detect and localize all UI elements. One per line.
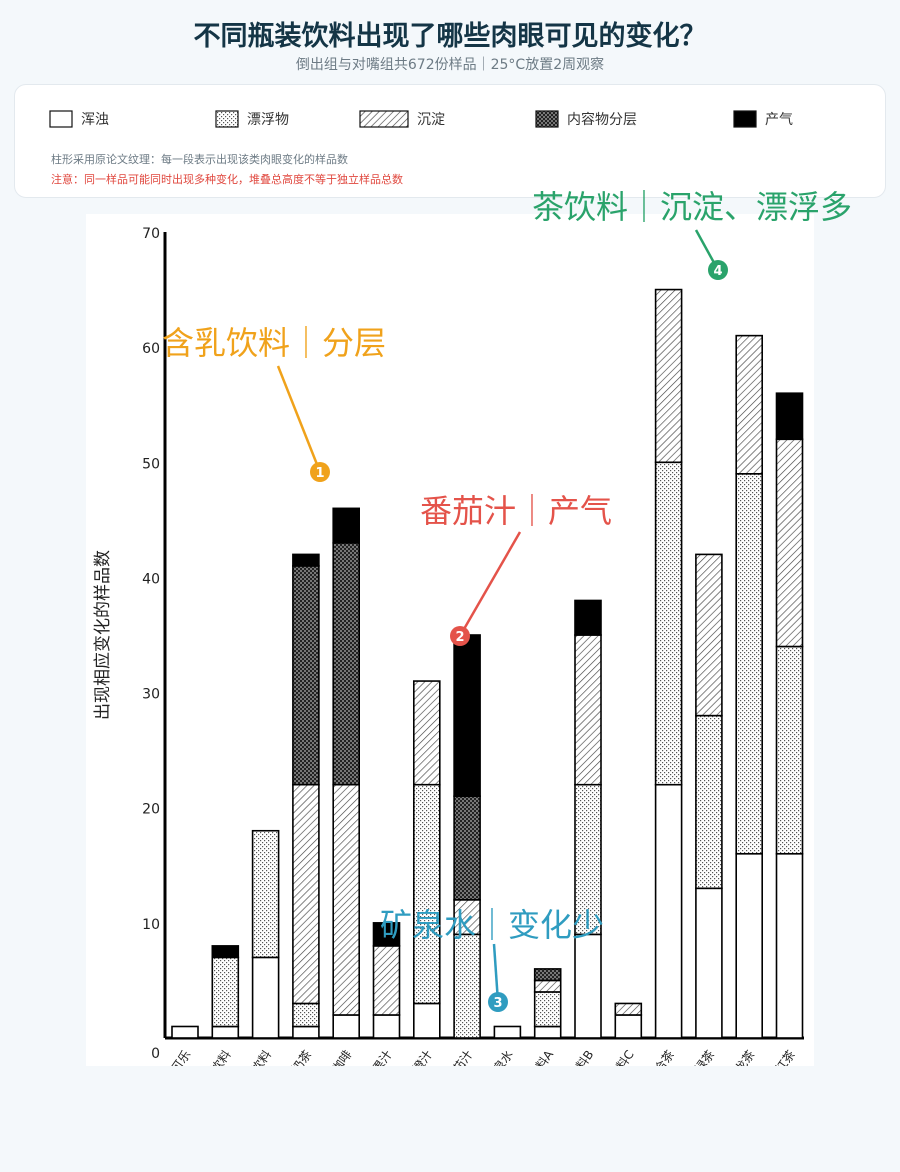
bar-segment [372,1014,401,1039]
legend-item-turbid: 浑浊 [49,109,109,129]
legend-warning: 注意：同一样品可能同时出现多种变化，堆叠总高度不等于独立样品总数 [51,173,403,186]
bar-segment [412,680,441,786]
bar-segment [412,783,441,1005]
bar-segment [695,553,723,717]
y-tick-label: 50 [142,456,160,472]
x-tick-label: 橙汁 [409,1047,435,1066]
bar-segment [735,852,764,1039]
bar-segment [412,1002,441,1039]
bar-segment [614,1002,643,1016]
bar-segment [533,991,562,1028]
annotation-water: 矿泉水｜变化少 [380,906,605,944]
x-tick-label: 可乐 [168,1048,193,1066]
turbid-swatch-icon [49,110,73,128]
annotation-milk: 含乳饮料｜分层 [162,324,387,362]
gas-swatch-icon [733,110,757,128]
x-tick-label: 运动饮料C [593,1048,637,1066]
x-tick-label: 运动饮料B [553,1048,597,1066]
y-tick-label: 30 [142,687,160,703]
legend-label: 漂浮物 [247,112,289,128]
x-tick-label: 矿泉水 [484,1048,516,1066]
bar-segment [493,1025,522,1039]
bar-segment [292,553,320,567]
annotation-tea: 茶饮料｜沉淀、漂浮多 [532,188,853,226]
bar-segment [654,288,683,464]
chart-subtitle: 倒出组与对嘴组共672份样品｜25°C放置2周观察 [295,57,605,73]
x-tick-label: 奶咖啡 [322,1047,355,1066]
bar-segment [775,392,804,441]
bar-segment [453,634,481,797]
x-tick-label: 运动饮料A [512,1047,556,1066]
legend-label: 浑浊 [81,112,109,128]
bar-segment [332,1014,360,1039]
bar-segment [372,922,401,947]
x-tick-label: 奶茶 [288,1047,314,1066]
bar-segment [533,1025,562,1039]
y-tick-label: 40 [142,571,160,587]
bar-segment [775,438,804,648]
legend-item-floating: 漂浮物 [215,109,289,129]
legend-label: 产气 [765,112,793,128]
y-tick-label: 60 [142,341,160,357]
bar-segment [775,852,804,1039]
bar-segment [574,599,602,636]
bar-segment [533,979,562,993]
bar-segment [292,1002,320,1028]
floating-swatch-icon [215,110,239,128]
bar-segment [211,1025,240,1039]
bar-segment [292,565,320,786]
x-tick-label: 混合茶 [644,1047,677,1066]
bar-segment [654,461,683,786]
bar-segment [332,783,360,1016]
bar-segment [614,1014,643,1039]
y-tick-label: 0 [151,1046,160,1062]
sediment-swatch-icon [359,110,409,128]
y-tick-label: 70 [142,226,160,242]
x-tick-label: 乌龙茶 [725,1047,758,1066]
bar-segment [574,783,602,936]
legend-card: 浑浊 漂浮物 沉淀 内容物分层 产气 柱形采用原论文纹理：每一段表示出现该类肉眼… [14,84,886,198]
y-tick-label: 10 [142,917,160,933]
bar-segment [332,542,360,786]
legend-label: 沉淀 [417,112,445,128]
legend-item-layering: 内容物分层 [535,109,637,129]
bar-segment [453,933,481,1039]
bar-segment [735,334,764,475]
legend-item-sediment: 沉淀 [359,109,445,129]
legend-label: 内容物分层 [567,112,637,128]
bar-segment [695,887,723,1039]
bar-segment [574,634,602,786]
chart-title: 不同瓶装饮料出现了哪些肉眼可见的变化？ [193,21,707,52]
bar-segment [251,956,280,1039]
bar-segment [533,968,562,982]
bar-segment [332,507,360,544]
bar-segment [735,472,764,855]
annotation-tomato: 番茄汁｜产气 [420,492,613,530]
bar-segment [211,945,240,959]
layering-swatch-icon [535,110,559,128]
bar-segment [211,956,240,1028]
bar-segment [453,795,481,901]
bar-segment [775,645,804,855]
bar-segment [171,1025,199,1039]
y-axis-title: 出现相应变化的样品数 [93,550,113,720]
x-tick-label: 绿茶 [691,1047,717,1066]
legend-note: 柱形采用原论文纹理：每一段表示出现该类肉眼变化的样品数 [51,153,348,166]
bar-segment [654,783,683,1039]
x-tick-label: 番茄汁 [443,1048,475,1066]
bar-segment [292,783,320,1005]
y-tick-label: 20 [142,802,160,818]
bar-segment [372,945,401,1016]
bar-segment [574,933,602,1039]
x-tick-label: 苹果汁 [363,1048,395,1066]
bar-segment [695,714,723,890]
legend-item-gas: 产气 [733,109,793,129]
bar-segment [292,1025,320,1039]
x-tick-label: 纯红茶 [765,1047,798,1066]
bar-segment [251,829,280,959]
